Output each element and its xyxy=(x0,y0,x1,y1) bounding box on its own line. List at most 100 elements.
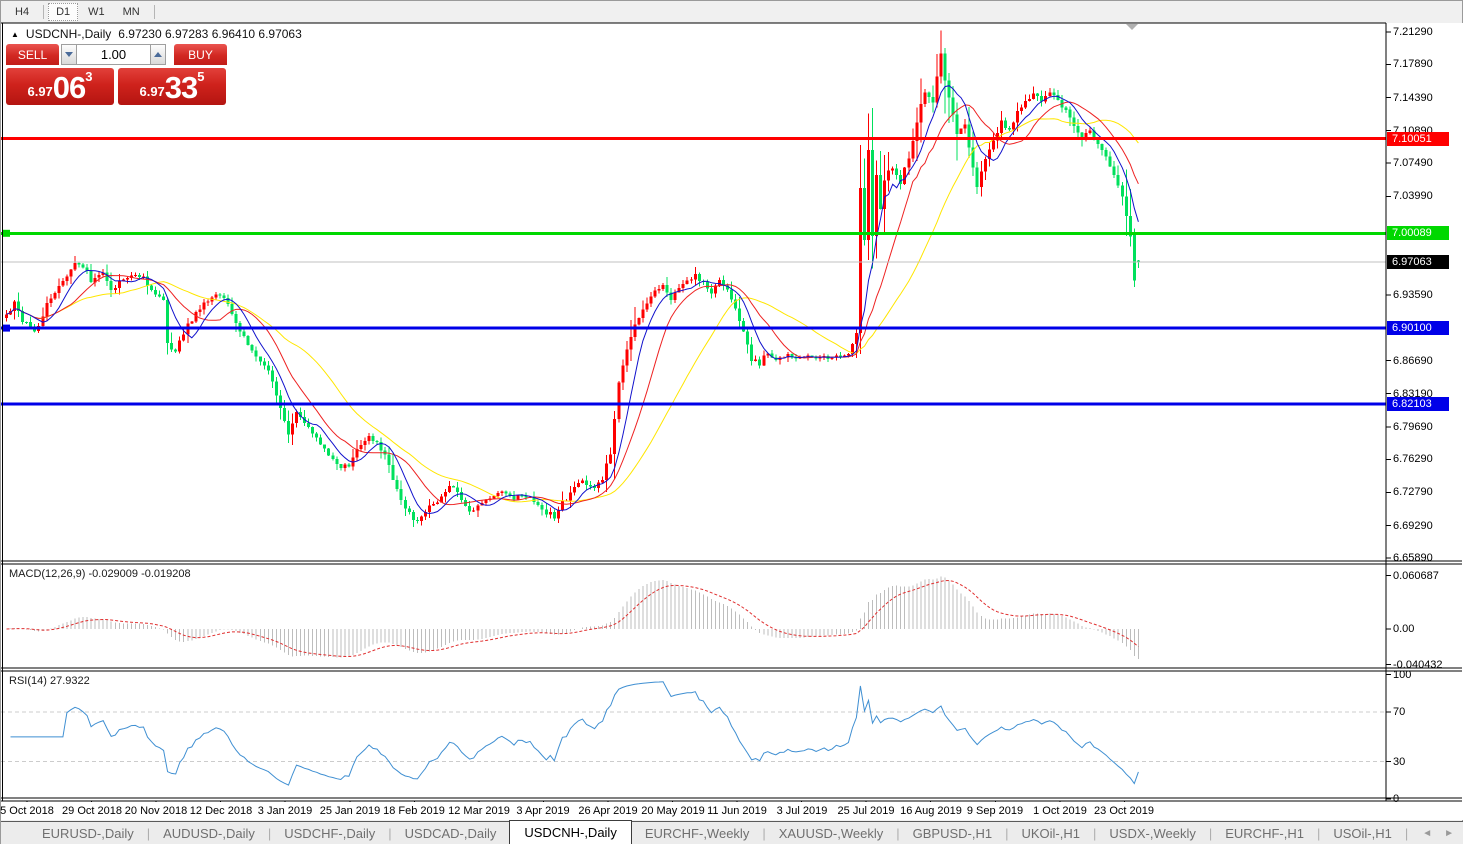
chart-shift-marker-icon xyxy=(1126,24,1138,30)
tab-separator: | xyxy=(896,826,900,841)
y-axis-tick-label: 7.14390 xyxy=(1393,92,1433,104)
date-axis-label: 23 Oct 2019 xyxy=(1094,805,1154,817)
chart-tab-usdx[interactable]: USDX-,Weekly xyxy=(1109,826,1196,841)
y-axis-tick-label: 6.83190 xyxy=(1393,388,1433,400)
date-axis-label: 18 Feb 2019 xyxy=(383,805,445,817)
date-axis-label: 20 May 2019 xyxy=(641,805,705,817)
chart-symbol-label: USDCNH-,Daily xyxy=(25,27,112,41)
buy-price-prefix: 6.97 xyxy=(139,84,165,99)
date-axis-label: 25 Jan 2019 xyxy=(319,805,381,817)
sell-button[interactable]: SELL xyxy=(6,44,59,65)
date-axis-label: 3 Jan 2019 xyxy=(257,805,313,817)
date-axis-label: 3 Apr 2019 xyxy=(516,805,570,817)
rsi-scale-label: 70 xyxy=(1393,706,1406,718)
timeframe-button-d1[interactable]: D1 xyxy=(48,3,79,21)
buy-button[interactable]: BUY xyxy=(174,44,227,65)
y-axis-tick-label: 6.65890 xyxy=(1393,552,1433,564)
chart-title: ▲ USDCNH-,Daily 6.97230 6.97283 6.96410 … xyxy=(11,27,302,41)
y-axis-tick-label: 7.17890 xyxy=(1393,58,1433,70)
date-axis-label: 16 Aug 2019 xyxy=(900,805,962,817)
chart-tab-ukoil[interactable]: UKOil-,H1 xyxy=(1021,826,1080,841)
toolbar-separator xyxy=(153,5,155,19)
tab-separator: | xyxy=(267,826,272,841)
macd-scale-label: -0.040432 xyxy=(1393,659,1443,671)
sell-price-prefix: 6.97 xyxy=(27,84,53,99)
toolbar-separator xyxy=(43,5,45,19)
chart-tab-eurusd[interactable]: EURUSD-,Daily xyxy=(42,826,134,841)
y-axis-tick-label: 6.79690 xyxy=(1393,421,1433,433)
rsi-scale-label: 0 xyxy=(1393,793,1400,805)
tab-separator: | xyxy=(1208,826,1213,841)
chart-tab-usdcad[interactable]: USDCAD-,Daily xyxy=(404,826,497,841)
tab-separator: | xyxy=(762,826,766,841)
y-axis-tick-label: 7.03990 xyxy=(1393,190,1433,202)
spinner-down-icon xyxy=(65,52,73,57)
y-axis-tick-label: 6.69290 xyxy=(1393,520,1433,532)
hline-price-badge: 7.00089 xyxy=(1387,226,1449,240)
buy-price-pip-digit: 5 xyxy=(197,69,205,84)
current-price-badge: 6.97063 xyxy=(1387,255,1449,269)
sell-price-button[interactable]: 6.97 06 3 xyxy=(6,68,114,105)
tab-scroll-left-icon[interactable]: ◄ xyxy=(1422,828,1433,839)
chart-tab-bar: EURUSD-,Daily | AUDUSD-,Daily | USDCHF-,Dail… xyxy=(1,820,1463,844)
tab-separator: | xyxy=(1316,826,1321,841)
sell-price-big-digits: 06 xyxy=(52,70,86,105)
date-axis-label: 12 Mar 2019 xyxy=(448,805,510,817)
timeframe-toolbar: H4 D1 W1 MN xyxy=(1,1,1462,23)
y-axis-tick-label: 7.21290 xyxy=(1393,26,1433,38)
date-axis-label: 25 Jul 2019 xyxy=(837,805,895,817)
chart-tab-usdcnh[interactable]: USDCNH-,Daily xyxy=(509,820,632,844)
chart-tab-gbpusd[interactable]: GBPUSD-,H1 xyxy=(912,826,993,841)
date-axis-label: 20 Nov 2018 xyxy=(124,805,188,817)
tab-separator: | xyxy=(1404,826,1409,841)
sell-price-pip-digit: 3 xyxy=(85,69,93,84)
date-axis-label: 29 Oct 2018 xyxy=(62,805,122,817)
date-axis-label: 12 Dec 2018 xyxy=(189,805,253,817)
date-axis-label: 5 Oct 2018 xyxy=(0,805,54,817)
symbol-marker-icon: ▲ xyxy=(11,29,19,39)
chart-tab-usdchf[interactable]: USDCHF-,Daily xyxy=(284,826,376,841)
timeframe-button-mn[interactable]: MN xyxy=(122,6,140,18)
date-axis-label: 9 Sep 2019 xyxy=(966,805,1024,817)
buy-price-button[interactable]: 6.97 33 5 xyxy=(118,68,226,105)
hline-price-badge: 6.82103 xyxy=(1387,397,1449,411)
chart-tab-xauusd[interactable]: XAUUSD-,Weekly xyxy=(778,826,884,841)
y-axis-tick-label: 7.07490 xyxy=(1393,157,1433,169)
buy-price-big-digits: 33 xyxy=(164,70,198,105)
macd-scale-label: 0.060687 xyxy=(1393,570,1439,582)
rsi-scale-label: 30 xyxy=(1393,756,1406,768)
y-axis-tick-label: 6.86690 xyxy=(1393,355,1433,367)
timeframe-button-w1[interactable]: W1 xyxy=(88,6,105,18)
tab-separator: | xyxy=(146,826,151,841)
tab-separator: | xyxy=(1093,826,1097,841)
volume-decrease-button[interactable] xyxy=(61,44,77,65)
chart-tab-audusd[interactable]: AUDUSD-,Daily xyxy=(163,826,255,841)
hline-price-badge: 6.90100 xyxy=(1387,321,1449,335)
tab-scroll-controls: ◄ ► xyxy=(1422,828,1454,840)
tab-separator: | xyxy=(1005,826,1009,841)
chart-tab-usoil[interactable]: USOil-,H1 xyxy=(1333,826,1392,841)
rsi-scale-label: 100 xyxy=(1393,669,1412,681)
macd-indicator-label: MACD(12,26,9) -0.029009 -0.019208 xyxy=(9,568,191,580)
volume-increase-button[interactable] xyxy=(150,44,166,65)
date-axis[interactable]: 5 Oct 2018 29 Oct 2018 20 Nov 2018 12 Dec 2… xyxy=(0,802,1463,820)
tab-scroll-right-icon[interactable]: ► xyxy=(1444,828,1454,839)
y-axis-tick-label: 6.93590 xyxy=(1393,289,1433,301)
macd-scale-label: 0.00 xyxy=(1393,623,1415,635)
tab-separator: | xyxy=(388,826,392,841)
y-axis-tick-label: 7.10890 xyxy=(1393,125,1433,137)
chart-ohlc-values: 6.97230 6.97283 6.96410 6.97063 xyxy=(118,27,302,41)
chart-area[interactable]: ▲ USDCNH-,Daily 6.97230 6.97283 6.96410 … xyxy=(1,22,1463,820)
timeframe-button-h4[interactable]: H4 xyxy=(15,6,30,18)
chart-tab-eurchf[interactable]: EURCHF-,H1 xyxy=(1225,826,1304,841)
spinner-up-icon xyxy=(154,52,162,57)
date-axis-label: 3 Jul 2019 xyxy=(776,805,828,817)
volume-input[interactable] xyxy=(77,44,150,65)
y-axis-tick-label: 6.72790 xyxy=(1393,486,1433,498)
rsi-indicator-label: RSI(14) 27.9322 xyxy=(9,675,90,687)
chart-tab-eurchf[interactable]: EURCHF-,Weekly xyxy=(644,826,750,841)
date-axis-label: 1 Oct 2019 xyxy=(1033,805,1087,817)
